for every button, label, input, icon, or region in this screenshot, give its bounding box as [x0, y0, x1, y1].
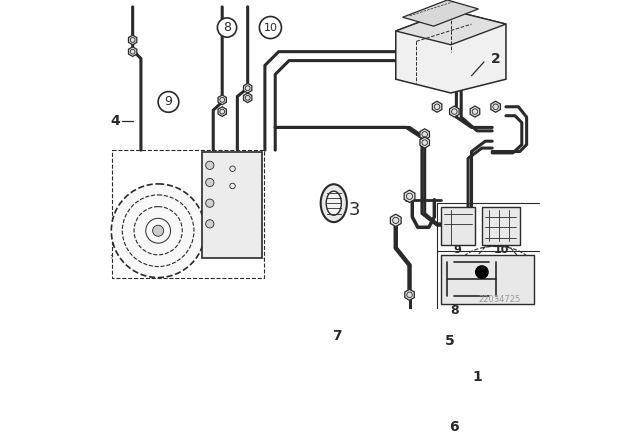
- Polygon shape: [218, 107, 227, 116]
- Polygon shape: [243, 93, 252, 103]
- Circle shape: [205, 199, 214, 207]
- Bar: [440, 255, 534, 305]
- Polygon shape: [129, 35, 137, 45]
- Text: 9: 9: [164, 95, 172, 108]
- Polygon shape: [390, 214, 401, 227]
- Polygon shape: [449, 106, 459, 117]
- Text: 3: 3: [349, 201, 360, 219]
- Polygon shape: [218, 95, 227, 105]
- Circle shape: [259, 17, 282, 39]
- Circle shape: [205, 178, 214, 187]
- Circle shape: [218, 18, 237, 37]
- Text: 2: 2: [491, 52, 500, 65]
- Polygon shape: [404, 190, 415, 202]
- Circle shape: [205, 161, 214, 169]
- Text: 5: 5: [445, 334, 454, 348]
- Text: 22034725: 22034725: [478, 295, 520, 304]
- Ellipse shape: [321, 184, 347, 222]
- Bar: [482, 207, 520, 245]
- Text: 9: 9: [454, 245, 461, 255]
- Polygon shape: [470, 106, 480, 117]
- Polygon shape: [396, 10, 506, 45]
- Circle shape: [158, 91, 179, 112]
- Polygon shape: [432, 101, 442, 112]
- Polygon shape: [243, 83, 252, 93]
- Text: 8: 8: [223, 21, 231, 34]
- Text: 10: 10: [264, 22, 277, 33]
- Text: 10: 10: [493, 245, 509, 255]
- Text: 6: 6: [449, 420, 459, 434]
- Circle shape: [476, 266, 488, 278]
- Bar: [202, 151, 262, 258]
- Ellipse shape: [326, 191, 341, 215]
- Circle shape: [111, 184, 205, 278]
- Circle shape: [152, 225, 164, 236]
- Text: 7: 7: [332, 329, 342, 343]
- Bar: [112, 150, 264, 278]
- Text: 8: 8: [450, 304, 459, 317]
- Polygon shape: [420, 129, 429, 140]
- Circle shape: [205, 220, 214, 228]
- Polygon shape: [420, 137, 429, 148]
- Text: 4: 4: [110, 113, 120, 128]
- Polygon shape: [129, 47, 137, 56]
- Bar: [440, 207, 475, 245]
- Polygon shape: [405, 317, 413, 327]
- Text: 1: 1: [472, 370, 482, 384]
- Polygon shape: [396, 10, 506, 93]
- Polygon shape: [403, 0, 479, 26]
- Polygon shape: [404, 289, 414, 300]
- Polygon shape: [491, 101, 500, 112]
